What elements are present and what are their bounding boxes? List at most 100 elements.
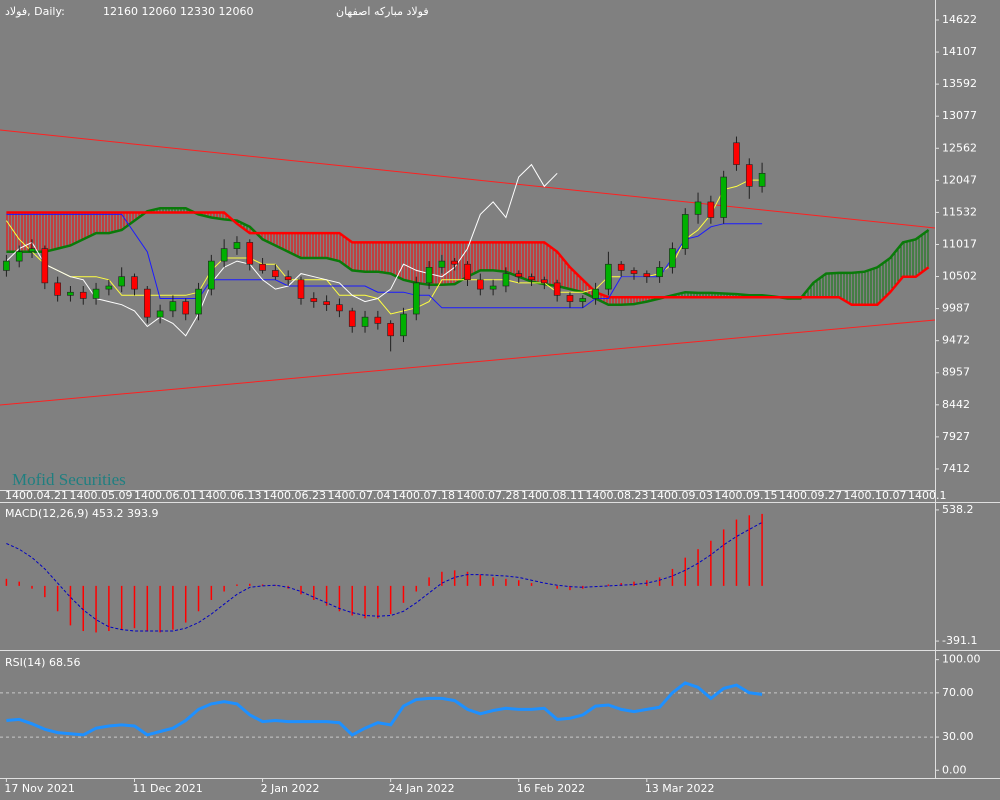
date-label: 1400.1: [908, 489, 947, 502]
candle-body: [477, 279, 484, 290]
candle-body: [579, 298, 587, 302]
candle-body: [118, 276, 125, 287]
cloud-segment: [851, 271, 865, 305]
trendline: [0, 129, 936, 229]
y-tick-label: 11017: [942, 237, 977, 250]
cloud-segment: [505, 242, 519, 277]
x-tick-label: 11 Dec 2021: [132, 782, 202, 795]
y-tick-label: 0.00: [942, 763, 967, 776]
y-tick-label: 7927: [942, 430, 970, 443]
candle-body: [54, 282, 61, 296]
x-tick-label: 17 Nov 2021: [4, 782, 74, 795]
y-tick-label: 12562: [942, 141, 977, 154]
candle-body: [694, 201, 702, 215]
cloud-segment: [262, 233, 276, 246]
cloud-segment: [339, 233, 353, 271]
candle-body: [195, 288, 202, 315]
cloud-segment: [44, 212, 58, 252]
y-tick-label: 9987: [942, 302, 970, 315]
candle-body: [553, 282, 561, 296]
y-tick-label: 8442: [942, 398, 970, 411]
cloud-segment: [902, 239, 916, 277]
trendline: [0, 319, 936, 406]
candle-body: [348, 310, 356, 327]
y-tick-label: 100.00: [942, 653, 981, 666]
candle-body: [541, 279, 548, 284]
y-tick-label: 8957: [942, 366, 970, 379]
candle-body: [310, 298, 318, 302]
date-label: 1400.09.03: [650, 489, 713, 502]
cloud-segment: [864, 267, 878, 305]
candle-body: [464, 263, 471, 281]
date-label: 1400.07.18: [392, 489, 455, 502]
x-tick-label: 24 Jan 2022: [389, 782, 455, 795]
rsi-line: [6, 681, 763, 737]
y-tick-label: 10502: [942, 270, 977, 283]
date-label: 1400.09.27: [779, 489, 842, 502]
candle-body: [105, 285, 113, 290]
candle-body: [3, 260, 10, 271]
y-tick-label: -391.1: [942, 634, 977, 647]
candle-body: [361, 316, 369, 327]
candle-body: [566, 295, 574, 302]
y-tick-label: 7412: [942, 462, 970, 475]
candle-body: [131, 276, 138, 290]
y-tick-label: 14622: [942, 13, 977, 26]
cloud-segment: [531, 242, 545, 285]
candle-body: [515, 273, 523, 277]
cloud-segment: [70, 212, 84, 246]
candle-body: [67, 291, 74, 296]
symbol-label: فولاد, Daily:: [5, 5, 65, 18]
y-tick-label: 13592: [942, 77, 977, 90]
indicator-line: [6, 163, 558, 337]
date-label: 1400.06.01: [134, 489, 197, 502]
candle-body: [143, 288, 151, 318]
cloud-segment: [838, 272, 852, 305]
cloud-segment: [544, 242, 558, 287]
cloud-segment: [569, 267, 583, 293]
y-tick-label: 14107: [942, 45, 977, 58]
candle-body: [451, 260, 458, 265]
span-b: [6, 211, 930, 306]
candle-body: [592, 288, 599, 299]
candle-body: [681, 214, 689, 249]
cloud-segment: [83, 212, 97, 240]
candle-body: [745, 164, 753, 187]
candle-body: [733, 142, 740, 165]
quote: 12160 12060 12330 12060: [103, 5, 253, 18]
y-tick-label: 70.00: [942, 686, 974, 699]
cloud-segment: [352, 242, 366, 272]
candle-body: [233, 242, 241, 249]
candle-body: [630, 270, 638, 274]
candle-body: [643, 273, 651, 277]
candle-body: [425, 267, 433, 284]
candle-body: [707, 201, 715, 218]
candle-body: [400, 313, 407, 337]
cloud-segment: [621, 297, 635, 305]
cloud-segment: [96, 212, 109, 234]
macd-title: MACD(12,26,9) 453.2 393.9: [5, 507, 159, 520]
candle-body: [336, 304, 343, 312]
cloud-segment: [57, 212, 71, 249]
candle-body: [297, 279, 305, 299]
candle-body: [528, 276, 535, 281]
candle-body: [374, 316, 382, 324]
y-tick-label: 13077: [942, 109, 977, 122]
cloud-segment: [300, 233, 314, 258]
cloud-segment: [826, 272, 839, 298]
candle-body: [323, 301, 330, 305]
candle-body: [208, 260, 215, 290]
candle-body: [182, 301, 190, 315]
cloud-segment: [326, 233, 340, 262]
cloud-segment: [288, 233, 301, 258]
date-label: 1400.04.21: [5, 489, 68, 502]
candle-body: [169, 301, 177, 312]
rsi-title: RSI(14) 68.56: [5, 656, 80, 669]
date-label: 1400.10.07: [844, 489, 907, 502]
candle-body: [438, 260, 446, 268]
cloud-segment: [493, 242, 506, 272]
candle-body: [605, 263, 612, 290]
candle-body: [28, 248, 36, 253]
candle-body: [387, 323, 394, 337]
